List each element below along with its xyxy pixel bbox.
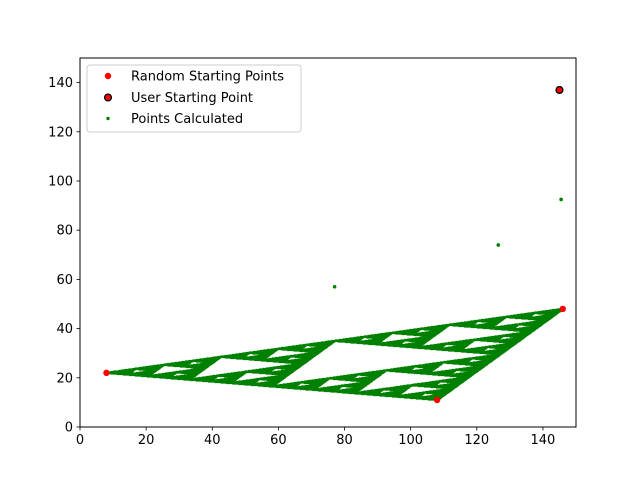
y-tick-label: 40	[56, 322, 73, 337]
plot-area-frame	[79, 57, 577, 428]
legend-marker-random-starting-points	[104, 72, 112, 80]
y-tick-label: 60	[56, 273, 73, 288]
user-starting-point-0	[555, 85, 564, 95]
x-tick-label: 20	[138, 433, 155, 448]
calculated-point-0	[559, 197, 563, 202]
legend-label-points-calculated: Points Calculated	[131, 112, 243, 127]
y-axis: 0 20 40 60 80 100 120 140	[48, 76, 80, 436]
legend: Random Starting Points User Starting Poi…	[86, 64, 302, 133]
x-tick-label: 140	[531, 433, 556, 448]
y-tick-label: 0	[65, 421, 73, 436]
y-tick-label: 120	[48, 125, 73, 140]
legend-marker-user-starting-point	[103, 93, 113, 102]
y-tick-label: 140	[48, 76, 73, 91]
legend-label-user-starting-point: User Starting Point	[131, 91, 253, 106]
x-tick-label: 120	[464, 433, 489, 448]
x-tick-label: 60	[270, 433, 287, 448]
x-tick-label: 40	[204, 433, 221, 448]
calculated-point-2	[332, 284, 337, 289]
x-tick-label: 100	[398, 433, 423, 448]
legend-marker-points-calculated	[106, 116, 110, 121]
x-tick-label: 0	[76, 433, 84, 448]
legend-box	[86, 64, 302, 133]
data-points-layer	[103, 85, 566, 404]
x-axis: 0 20 40 60 80 100 120 140	[76, 427, 555, 448]
random-starting-point-0	[103, 369, 110, 377]
y-tick-label: 20	[56, 371, 73, 386]
y-tick-label: 100	[48, 175, 73, 190]
calculated-point-1	[496, 243, 501, 247]
fractal-points	[105, 307, 564, 402]
legend-label-random-starting-points: Random Starting Points	[131, 70, 284, 85]
y-tick-label: 80	[56, 224, 73, 239]
fractal-points-layer	[105, 307, 564, 402]
random-starting-point-1	[433, 396, 441, 404]
random-starting-point-2	[559, 305, 566, 313]
x-tick-label: 80	[336, 433, 353, 448]
